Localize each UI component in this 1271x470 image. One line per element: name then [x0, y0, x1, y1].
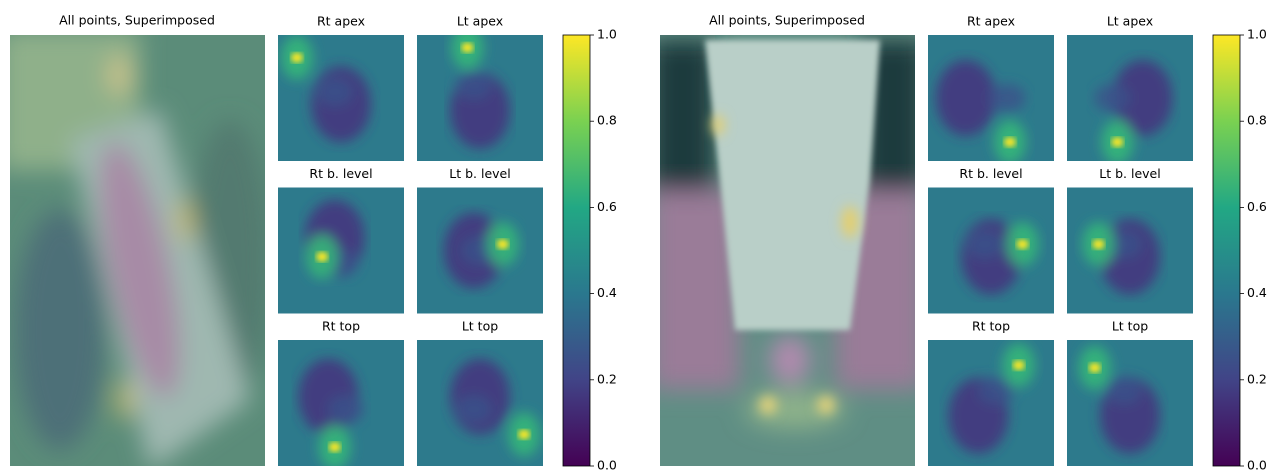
heatmap-blobs	[948, 343, 1035, 454]
heatmap-image	[417, 35, 543, 161]
subplot-title: Lt top	[1112, 319, 1148, 334]
low-region	[1112, 60, 1173, 136]
low-region	[978, 376, 1015, 405]
hot-spot	[518, 429, 531, 440]
hot-spot	[461, 42, 474, 53]
low-region	[1094, 84, 1131, 112]
superimposed-image	[10, 35, 265, 466]
hot-spot	[1012, 360, 1025, 371]
heatmap-blobs	[304, 199, 365, 279]
hot-spot	[1016, 239, 1029, 250]
low-region	[989, 84, 1026, 112]
low-region	[935, 60, 996, 136]
subplot-title: Rt b. level	[959, 166, 1022, 181]
heatmap-image	[278, 187, 404, 314]
hot-spot	[496, 239, 509, 250]
hot-spot	[1003, 137, 1016, 148]
hot-spot	[328, 442, 341, 453]
heatmap-image	[417, 340, 543, 466]
subplot-title: Lt top	[462, 319, 498, 334]
tick-label: 0.4	[597, 285, 617, 300]
hot-spot	[1092, 239, 1105, 250]
tick-label: 0.6	[597, 199, 617, 214]
tick-label: 0.0	[1247, 458, 1267, 470]
hot-spot	[1111, 137, 1124, 148]
panel-title: All points, Superimposed	[59, 13, 215, 28]
subplot-title: Lt apex	[457, 14, 503, 29]
tick-label: 0.2	[597, 371, 617, 386]
superimposed-image	[660, 35, 915, 466]
panel-title: All points, Superimposed	[709, 13, 865, 28]
heatmap-image	[928, 35, 1054, 161]
heatmap-blobs	[961, 218, 1039, 295]
low-region	[1105, 230, 1142, 259]
low-region	[455, 395, 492, 424]
subplot-title: Rt apex	[967, 14, 1015, 29]
heatmap-blobs	[1082, 218, 1160, 295]
subplot-title: Rt b. level	[309, 166, 372, 181]
tick-label: 0.8	[1247, 113, 1267, 128]
subplot-title: Rt apex	[317, 14, 365, 29]
tick-label: 0.4	[1247, 285, 1267, 300]
colorbar	[1212, 34, 1241, 467]
heatmap-image	[928, 187, 1054, 314]
heatmap-blobs	[1078, 345, 1160, 454]
hot-spot	[1088, 362, 1101, 373]
colorbar	[562, 34, 591, 467]
subplot-title: Lt b. level	[1099, 166, 1160, 181]
tick-label: 1.0	[597, 27, 617, 42]
subplot-title: Rt top	[322, 319, 360, 334]
tick-label: 0.8	[597, 113, 617, 128]
tick-label: 0.2	[1247, 371, 1267, 386]
heatmap-blobs	[298, 358, 365, 466]
low-region	[328, 395, 365, 424]
tick-label: 1.0	[1247, 27, 1267, 42]
hot-spot	[316, 251, 329, 262]
heatmap-image	[1067, 187, 1193, 314]
low-region	[316, 77, 353, 106]
subplot-title: Lt b. level	[449, 166, 510, 181]
heatmap-image	[278, 340, 404, 466]
tick-label: 0.6	[1247, 199, 1267, 214]
heatmap-image	[417, 187, 543, 314]
heatmap-image	[1067, 340, 1193, 466]
low-region	[966, 230, 1003, 259]
heatmap-image	[278, 35, 404, 161]
heatmap-blobs	[443, 212, 519, 289]
low-region	[455, 71, 492, 100]
subplot-title: Rt top	[972, 319, 1010, 334]
tick-label: 0.0	[597, 458, 617, 470]
low-region	[1105, 376, 1142, 405]
heatmap-image	[928, 340, 1054, 466]
subplot-title: Lt apex	[1107, 14, 1153, 29]
heatmap-image	[1067, 35, 1193, 161]
hot-spot	[290, 52, 303, 63]
